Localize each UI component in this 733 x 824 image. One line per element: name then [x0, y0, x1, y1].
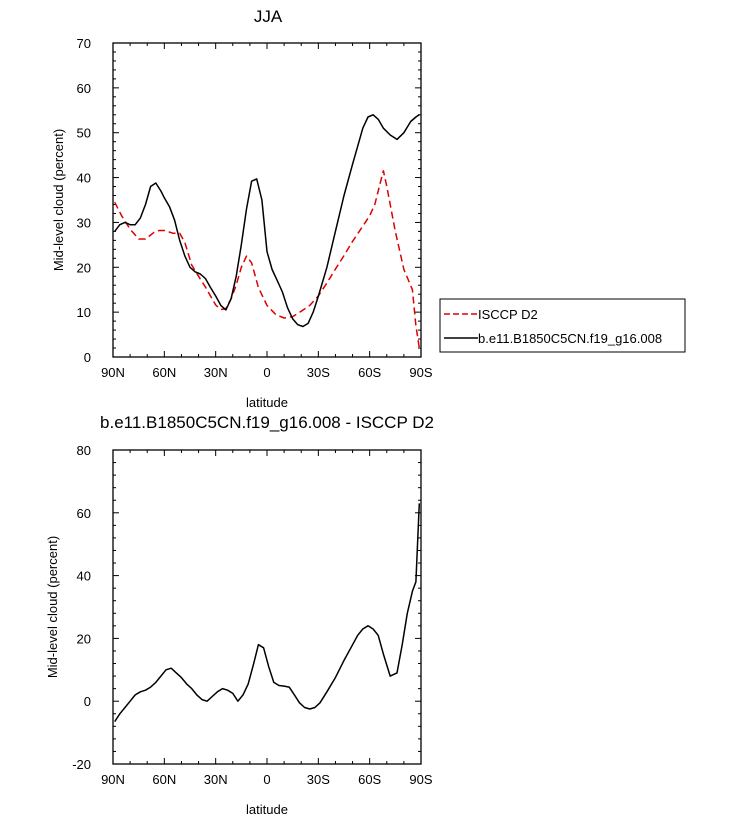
panel1-y-tick-label: 10 [77, 305, 91, 320]
panel1-y-tick-label: 60 [77, 81, 91, 96]
panel1-plot-frame [112, 42, 422, 358]
panel1-x-tick-label: 90S [409, 365, 432, 380]
panel2-y-tick-label: 0 [84, 694, 91, 709]
panel2-x-tick-label: 60N [152, 772, 176, 787]
panel2-y-tick-label: 40 [77, 569, 91, 584]
panel2-x-tick-label: 30S [307, 772, 330, 787]
legend-label-2: b.e11.B1850C5CN.f19_g16.008 [478, 331, 662, 346]
legend-box [439, 298, 686, 353]
panel1-x-axis-label: latitude [246, 395, 288, 410]
panel1-x-tick-label: 0 [263, 365, 270, 380]
panel1-x-tick-label: 30N [204, 365, 228, 380]
panel2-x-tick-label: 90S [409, 772, 432, 787]
panel1-x-tick-label: 90N [101, 365, 125, 380]
panel2-x-axis-label: latitude [246, 802, 288, 817]
panel1-y-tick-label: 40 [77, 171, 91, 186]
panel1-y-tick-label: 20 [77, 260, 91, 275]
panel1-y-tick-label: 70 [77, 36, 91, 51]
panel2-x-tick-label: 90N [101, 772, 125, 787]
legend-label-1: ISCCP D2 [478, 307, 538, 322]
panel1-y-axis-label: Mid-level cloud (percent) [51, 129, 66, 271]
panel2-plot-frame [112, 449, 422, 765]
panel1-series-line-2 [114, 114, 420, 328]
panel2-y-tick-label: -20 [72, 757, 91, 772]
panel2-y-tick-label: 60 [77, 506, 91, 521]
panel1-y-tick-label: 0 [84, 350, 91, 365]
panel1-chart-title: JJA [254, 7, 283, 26]
panel1-y-tick-label: 30 [77, 215, 91, 230]
panel2-x-tick-label: 60S [358, 772, 381, 787]
panel2-x-tick-label: 0 [263, 772, 270, 787]
panel2-x-tick-label: 30N [204, 772, 228, 787]
panel1-x-tick-label: 30S [307, 365, 330, 380]
panel1-series-line-1 [114, 170, 421, 349]
panel2-chart-title: b.e11.B1850C5CN.f19_g16.008 - ISCCP D2 [100, 413, 434, 432]
panel1-x-tick-label: 60N [152, 365, 176, 380]
panel2-y-tick-label: 80 [77, 443, 91, 458]
panel2-series-line-1 [114, 503, 421, 723]
panel1-y-tick-label: 50 [77, 126, 91, 141]
panel2-y-tick-label: 20 [77, 631, 91, 646]
panel2-y-axis-label: Mid-level cloud (percent) [45, 536, 60, 678]
panel1-x-tick-label: 60S [358, 365, 381, 380]
